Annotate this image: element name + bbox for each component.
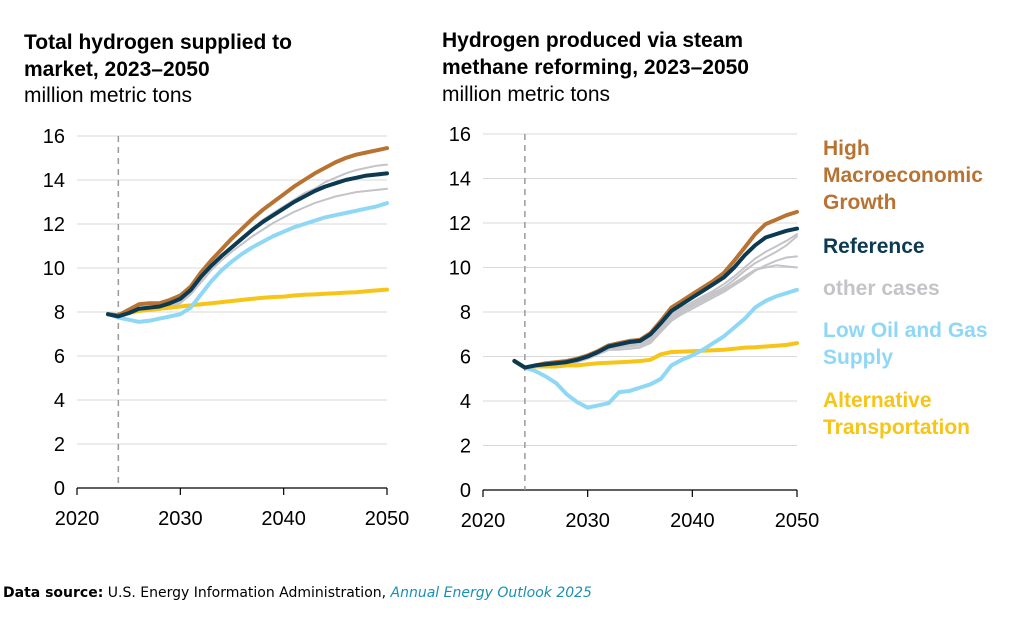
- chart1-xtick-2050: 2050: [365, 508, 410, 530]
- chart2-ytick-0: 0: [460, 480, 471, 502]
- chart2-series-other-line-0: [513, 264, 798, 369]
- chart2-units: million metric tons: [442, 83, 611, 106]
- chart2-xtick-2040: 2040: [670, 510, 715, 532]
- chart2-xtick-2020: 2020: [461, 510, 506, 532]
- chart1-series-lowoil-line-3: [106, 201, 389, 324]
- legend-reference: Reference: [823, 235, 925, 258]
- chart2-ytick-16: 16: [449, 124, 471, 146]
- chart1-series-alt-line-2: [106, 287, 389, 319]
- chart1-ytick-0: 0: [54, 478, 65, 500]
- data-source-text: U.S. Energy Information Administration,: [103, 585, 391, 601]
- chart1-xtick-2040: 2040: [261, 508, 306, 530]
- chart2-series-high-line-6: [512, 209, 799, 370]
- chart2-ytick-8: 8: [460, 302, 471, 324]
- chart1-title: Total hydrogen supplied to market, 2023–…: [24, 31, 292, 81]
- chart2-ytick-14: 14: [449, 169, 471, 191]
- chart1-ytick-4: 4: [54, 390, 65, 412]
- chart2-ytick-2: 2: [460, 436, 471, 458]
- chart1-series-reference-line-5: [106, 171, 389, 319]
- chart2-ytick-12: 12: [449, 213, 471, 235]
- data-source-label: Data source:: [3, 585, 104, 601]
- chart1-units: million metric tons: [24, 84, 193, 107]
- chart2-xtick-2030: 2030: [565, 510, 610, 532]
- chart1-ytick-14: 14: [43, 170, 65, 192]
- chart2-series-lowoil-line-5: [512, 287, 799, 410]
- chart2-ytick-10: 10: [449, 258, 471, 280]
- chart1-ytick-2: 2: [54, 434, 65, 456]
- chart1-series-high-line-4: [106, 146, 389, 318]
- legend-high-macro: High Macroeconomic Growth: [823, 137, 983, 214]
- legend-alt-transport: Alternative Transportation: [823, 389, 971, 439]
- chart1-ytick-6: 6: [54, 346, 65, 368]
- chart1-xtick-2030: 2030: [158, 508, 203, 530]
- legend-low-oil-gas: Low Oil and Gas Supply: [823, 319, 988, 369]
- chart2-ytick-6: 6: [460, 347, 471, 369]
- chart1-ytick-12: 12: [43, 214, 65, 236]
- chart1-ytick-10: 10: [43, 258, 65, 280]
- data-source: Data source: U.S. Energy Information Adm…: [3, 585, 592, 601]
- legend-other-cases: other cases: [823, 277, 940, 300]
- chart1-ytick-8: 8: [54, 302, 65, 324]
- chart2-ytick-4: 4: [460, 391, 471, 413]
- data-source-link[interactable]: Annual Energy Outlook 2025: [390, 585, 592, 601]
- chart2-title: Hydrogen produced via steam methane refo…: [442, 29, 749, 79]
- chart1-ytick-16: 16: [43, 126, 65, 148]
- chart2-xtick-2050: 2050: [775, 510, 820, 532]
- chart2-series-reference-line-7: [512, 226, 799, 370]
- chart2-series-alt-line-4: [512, 341, 799, 370]
- chart1-xtick-2020: 2020: [55, 508, 100, 530]
